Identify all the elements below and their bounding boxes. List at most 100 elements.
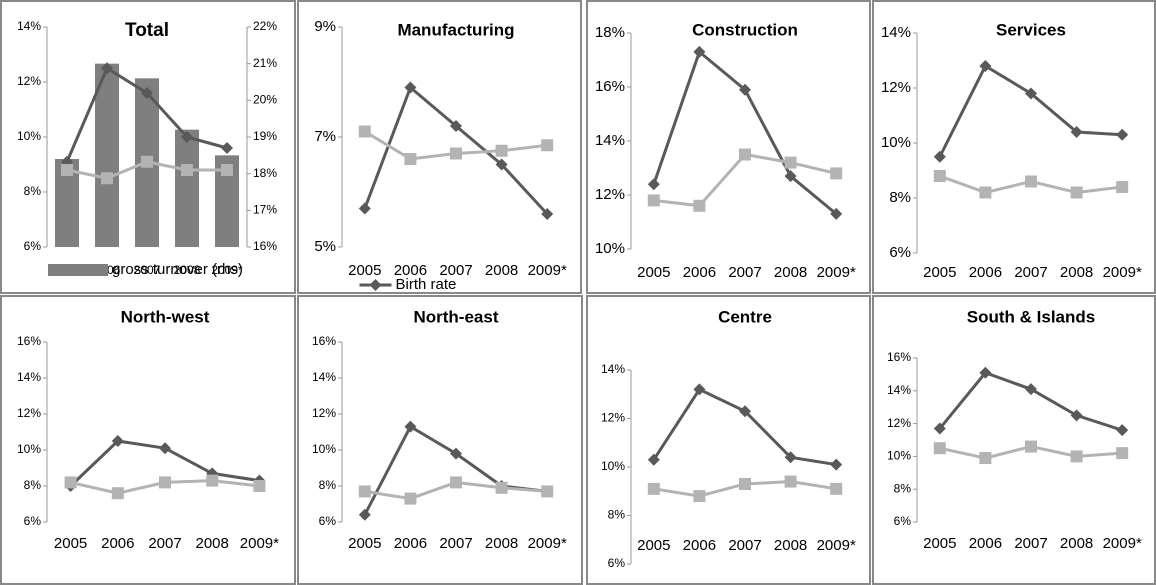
x-tick-label: 2009* bbox=[528, 262, 567, 279]
point bbox=[404, 492, 417, 505]
x-tick-label: 2006 bbox=[683, 264, 716, 281]
point bbox=[541, 208, 554, 220]
point bbox=[784, 156, 797, 169]
y-tick-label: 8% bbox=[24, 184, 42, 198]
point bbox=[495, 144, 508, 157]
point bbox=[693, 45, 706, 58]
point bbox=[784, 451, 797, 464]
y-tick-label: 6% bbox=[889, 244, 911, 261]
y2-tick-label: 22% bbox=[253, 19, 277, 33]
x-tick-label: 2009* bbox=[528, 535, 567, 552]
x-tick-label: 2006 bbox=[101, 535, 134, 552]
x-tick-label: 2007 bbox=[1014, 535, 1047, 552]
point bbox=[450, 147, 462, 160]
point bbox=[979, 366, 992, 379]
y-tick-label: 18% bbox=[595, 24, 625, 41]
y-tick-label: 8% bbox=[319, 478, 337, 492]
point bbox=[1116, 447, 1129, 460]
point bbox=[739, 477, 751, 490]
point bbox=[101, 62, 113, 75]
x-tick-label: 2009* bbox=[1103, 535, 1142, 552]
chart-title: South & Islands bbox=[967, 307, 1095, 326]
y-tick-label: 6% bbox=[608, 556, 626, 570]
point bbox=[159, 476, 171, 489]
point bbox=[141, 155, 153, 168]
panel bbox=[586, 295, 871, 585]
y-tick-label: 16% bbox=[17, 334, 41, 348]
x-tick-label: 2008 bbox=[774, 537, 807, 554]
point bbox=[979, 186, 992, 199]
y-tick-label: 14% bbox=[17, 370, 41, 384]
y-tick-label: 6% bbox=[24, 514, 42, 528]
y-tick-label: 14% bbox=[887, 383, 911, 397]
chart-title: Centre bbox=[718, 307, 772, 326]
legend-label: gross turnover (rhs) bbox=[112, 261, 243, 278]
x-tick-label: 2007 bbox=[728, 264, 761, 281]
point bbox=[693, 383, 706, 396]
point bbox=[64, 476, 77, 489]
point bbox=[693, 199, 706, 212]
point bbox=[358, 202, 371, 215]
point bbox=[541, 485, 554, 498]
panel bbox=[297, 295, 583, 585]
y-tick-label: 10% bbox=[17, 442, 41, 456]
y-tick-label: 10% bbox=[17, 129, 41, 143]
x-tick-label: 2009* bbox=[817, 537, 856, 554]
point bbox=[221, 164, 233, 176]
legend-marker bbox=[369, 279, 382, 291]
point bbox=[739, 405, 751, 418]
point bbox=[221, 142, 233, 154]
y2-tick-label: 18% bbox=[253, 166, 277, 180]
x-tick-label: 2009* bbox=[240, 535, 279, 552]
point bbox=[358, 508, 371, 521]
x-tick-label: 2007 bbox=[728, 537, 761, 554]
x-tick-label: 2006 bbox=[683, 537, 716, 554]
point bbox=[784, 475, 797, 488]
y-tick-label: 8% bbox=[608, 508, 626, 522]
y-tick-label: 14% bbox=[601, 362, 625, 376]
y-tick-label: 14% bbox=[17, 19, 41, 33]
y-tick-label: 10% bbox=[887, 449, 911, 463]
y-tick-label: 10% bbox=[312, 442, 336, 456]
x-tick-label: 2006 bbox=[969, 264, 1002, 281]
y-tick-label: 8% bbox=[24, 478, 42, 492]
y-tick-label: 10% bbox=[595, 240, 625, 257]
legend-label: Birth rate bbox=[396, 276, 457, 293]
x-tick-label: 2008 bbox=[174, 263, 201, 277]
y-tick-label: 10% bbox=[601, 459, 625, 473]
y-tick-label: 6% bbox=[24, 239, 42, 253]
y-tick-label: 12% bbox=[601, 411, 625, 425]
x-tick-label: 2007 bbox=[439, 535, 472, 552]
y-tick-label: 14% bbox=[881, 24, 911, 41]
y2-tick-label: 17% bbox=[253, 203, 277, 217]
point bbox=[541, 139, 554, 152]
bar bbox=[95, 63, 119, 247]
y-tick-label: 8% bbox=[894, 481, 912, 495]
point bbox=[404, 81, 417, 94]
x-tick-label: 2008 bbox=[774, 264, 807, 281]
point bbox=[206, 474, 219, 487]
y-tick-label: 12% bbox=[17, 74, 41, 88]
y2-tick-label: 21% bbox=[253, 56, 277, 70]
y-tick-label: 12% bbox=[17, 406, 41, 420]
chart-title: Construction bbox=[692, 20, 798, 39]
point bbox=[739, 83, 751, 96]
point bbox=[1025, 383, 1037, 396]
point bbox=[181, 164, 193, 176]
point bbox=[830, 458, 843, 471]
point bbox=[141, 87, 153, 99]
point bbox=[61, 164, 73, 176]
x-tick-label: 2008 bbox=[485, 262, 518, 279]
point bbox=[693, 490, 706, 503]
y-tick-label: 14% bbox=[595, 132, 625, 149]
point bbox=[495, 481, 508, 494]
point bbox=[933, 170, 946, 182]
point bbox=[1070, 409, 1083, 422]
x-tick-label: 2008 bbox=[1060, 535, 1093, 552]
point bbox=[1070, 186, 1083, 199]
point bbox=[450, 120, 462, 132]
y-tick-label: 10% bbox=[881, 134, 911, 151]
point bbox=[101, 172, 113, 185]
y-tick-label: 7% bbox=[314, 128, 336, 145]
point bbox=[1025, 87, 1037, 100]
